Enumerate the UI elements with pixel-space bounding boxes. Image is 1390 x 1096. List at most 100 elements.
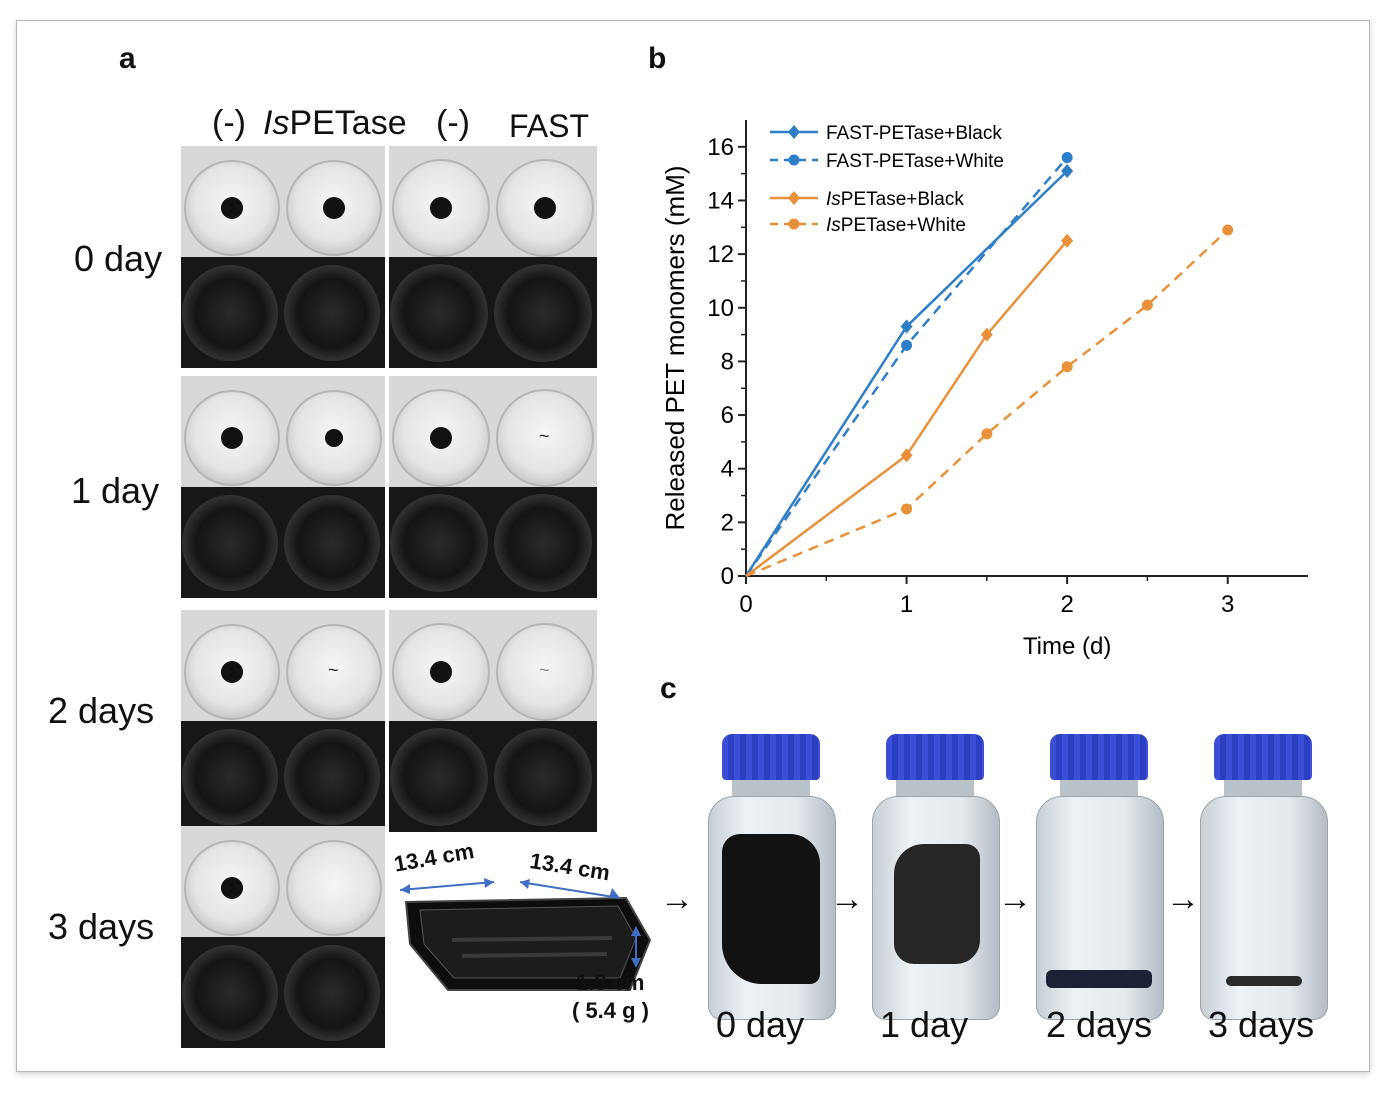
pet-film-disc — [534, 196, 556, 219]
well — [390, 727, 488, 826]
well — [184, 839, 280, 936]
tray-drawing — [399, 878, 652, 991]
well-plate-photo — [181, 826, 385, 1048]
col-header-fast: FAST — [509, 108, 590, 144]
legend-marker — [788, 125, 800, 139]
bottle-neck — [1060, 780, 1138, 798]
well — [182, 728, 278, 825]
bottle-cap — [722, 734, 820, 780]
y-axis-label: Released PET monomers (mM) — [660, 165, 690, 530]
bottle-label-0day: 0 day — [716, 1004, 805, 1045]
col-header-neg-2: (-) — [436, 104, 470, 142]
tray-mass-label: ( 5.4 g ) — [572, 998, 650, 1023]
legend-marker — [788, 191, 800, 205]
data-point — [1061, 152, 1073, 164]
dim-arrowhead — [520, 879, 530, 889]
pet-plastic-content — [722, 834, 820, 984]
row-label-0day: 0 day — [74, 238, 163, 279]
pet-plastic-content — [1226, 976, 1302, 986]
data-point — [1141, 299, 1153, 311]
well-plate-photo — [389, 146, 597, 368]
well — [182, 264, 278, 361]
tray-rib — [461, 952, 608, 958]
legend-label-text: PETase+White — [841, 215, 966, 236]
pet-film-disc — [221, 876, 243, 899]
y-tick-label: 10 — [707, 295, 734, 322]
dim-arrowhead — [631, 958, 641, 968]
bottle-cap — [886, 734, 984, 780]
x-tick-label: 1 — [900, 591, 913, 618]
well — [182, 944, 278, 1041]
pet-film-disc — [221, 196, 243, 219]
well — [182, 494, 278, 591]
pet-film-fragment: ~ — [539, 659, 550, 680]
legend-label-text: FAST-PETase+Black — [826, 123, 1002, 144]
legend-marker — [788, 154, 800, 166]
data-point — [980, 327, 993, 342]
pet-film-disc — [323, 196, 345, 219]
arrow-icon: → — [830, 880, 864, 918]
well — [284, 944, 380, 1041]
panel-label-c: c — [660, 672, 677, 705]
well — [284, 728, 380, 825]
tray-inner — [419, 905, 637, 979]
bottle-body — [1200, 796, 1328, 1020]
y-tick-label: 2 — [721, 509, 734, 536]
bottle-label-3days: 3 days — [1208, 1004, 1315, 1045]
data-point — [1061, 361, 1073, 373]
arrow-icon: → — [660, 880, 694, 918]
dim-arrowhead — [609, 888, 620, 898]
pet-film-fragment: ~ — [328, 659, 339, 680]
series-line — [745, 239, 1069, 577]
bottle-cap — [1214, 734, 1312, 780]
col-header-ispetase: IsPETase — [263, 104, 407, 143]
well — [390, 493, 488, 592]
data-point — [900, 448, 913, 463]
well — [494, 263, 592, 362]
legend-label: IsPETase+White — [826, 215, 966, 236]
bottle-neck — [1224, 780, 1302, 798]
pet-film-disc — [430, 660, 452, 683]
pet-plastic-content — [894, 844, 980, 964]
row-label-2days: 2 days — [48, 690, 155, 731]
dim-arrowhead — [400, 884, 410, 894]
well — [496, 622, 594, 721]
row-label-1day: 1 day — [71, 470, 160, 511]
bottle-label-1day: 1 day — [880, 1004, 969, 1045]
well-plate-photo — [181, 146, 385, 368]
legend-label-text: PETase+Black — [841, 189, 965, 210]
data-point — [1061, 233, 1074, 248]
glass-bottle — [708, 734, 836, 1020]
y-tick-label: 12 — [707, 241, 734, 268]
data-point — [901, 503, 913, 515]
data-point — [900, 319, 913, 334]
pet-film-disc — [221, 660, 243, 683]
tray-rib — [451, 936, 613, 942]
legend-label-text: FAST-PETase+White — [826, 151, 1004, 172]
legend-marker — [788, 218, 800, 230]
data-point — [901, 339, 913, 351]
y-tick-label: 16 — [707, 134, 734, 161]
legend-label: FAST-PETase+White — [826, 151, 1004, 172]
well-plate-photo: ~ — [181, 610, 385, 832]
pet-film-disc — [221, 426, 243, 449]
well — [496, 388, 594, 487]
tray-height-label: 1.8 cm — [576, 970, 645, 995]
legend-label-italic: Is — [826, 189, 841, 210]
well — [494, 493, 592, 592]
pet-tray-illustration — [392, 840, 682, 1040]
dim-arrow-width-1 — [399, 881, 495, 891]
panel-label-a: a — [119, 42, 136, 75]
col-header-neg-1: (-) — [212, 104, 246, 142]
arrow-icon: → — [1166, 880, 1200, 918]
bottle-neck — [896, 780, 974, 798]
glass-bottle — [872, 734, 1000, 1020]
ispetase-suffix: PETase — [289, 104, 407, 142]
well — [286, 623, 382, 720]
pet-film-disc — [325, 428, 343, 447]
pet-plastic-content — [1046, 970, 1152, 988]
x-axis-label: Time (d) — [1023, 633, 1111, 660]
pet-film-disc — [430, 196, 452, 219]
well-plate-photo — [181, 376, 385, 598]
